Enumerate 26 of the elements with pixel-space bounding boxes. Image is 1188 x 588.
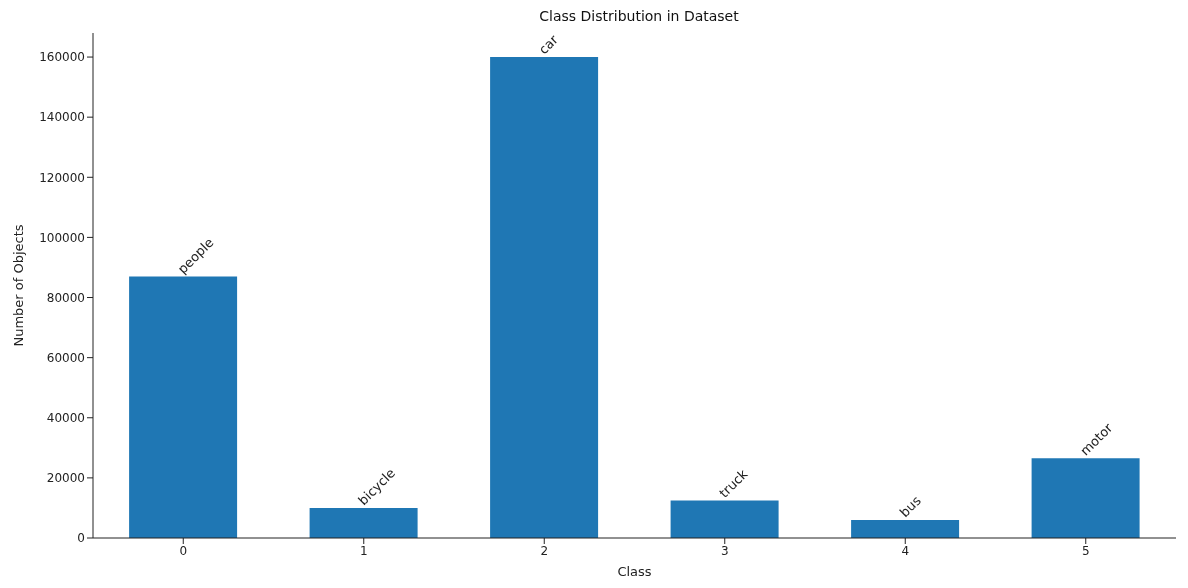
- bar: [851, 519, 960, 538]
- y-tick-label: 120000: [39, 170, 85, 185]
- y-tick-label: 140000: [39, 110, 85, 125]
- x-tick-label: 2: [540, 543, 549, 558]
- y-tick-label: 20000: [46, 471, 85, 486]
- y-tick-label: 60000: [46, 350, 85, 365]
- bar: [490, 57, 599, 538]
- bar: [129, 276, 238, 538]
- annotation: bus: [896, 492, 924, 521]
- bar: [670, 500, 779, 538]
- x-tick-label: 5: [1081, 543, 1090, 558]
- y-tick-label: 100000: [39, 230, 85, 245]
- x-tick-label: 0: [179, 543, 188, 558]
- x-tick-label: 3: [720, 543, 729, 558]
- x-axis-title: Class: [617, 564, 652, 579]
- y-tick-label: 160000: [39, 50, 85, 65]
- x-tick-label: 1: [359, 543, 368, 558]
- x-tick-label: 4: [901, 543, 910, 558]
- y-tick-label: 80000: [46, 290, 85, 305]
- y-axis-title: Number of Objects: [10, 224, 26, 347]
- y-tick-label: 40000: [46, 411, 85, 426]
- y-tick-label: 0: [77, 531, 85, 546]
- annotation: car: [535, 31, 562, 58]
- bar: [1031, 458, 1140, 538]
- bar: [309, 507, 418, 538]
- chart-title: Class Distribution in Dataset: [538, 8, 740, 26]
